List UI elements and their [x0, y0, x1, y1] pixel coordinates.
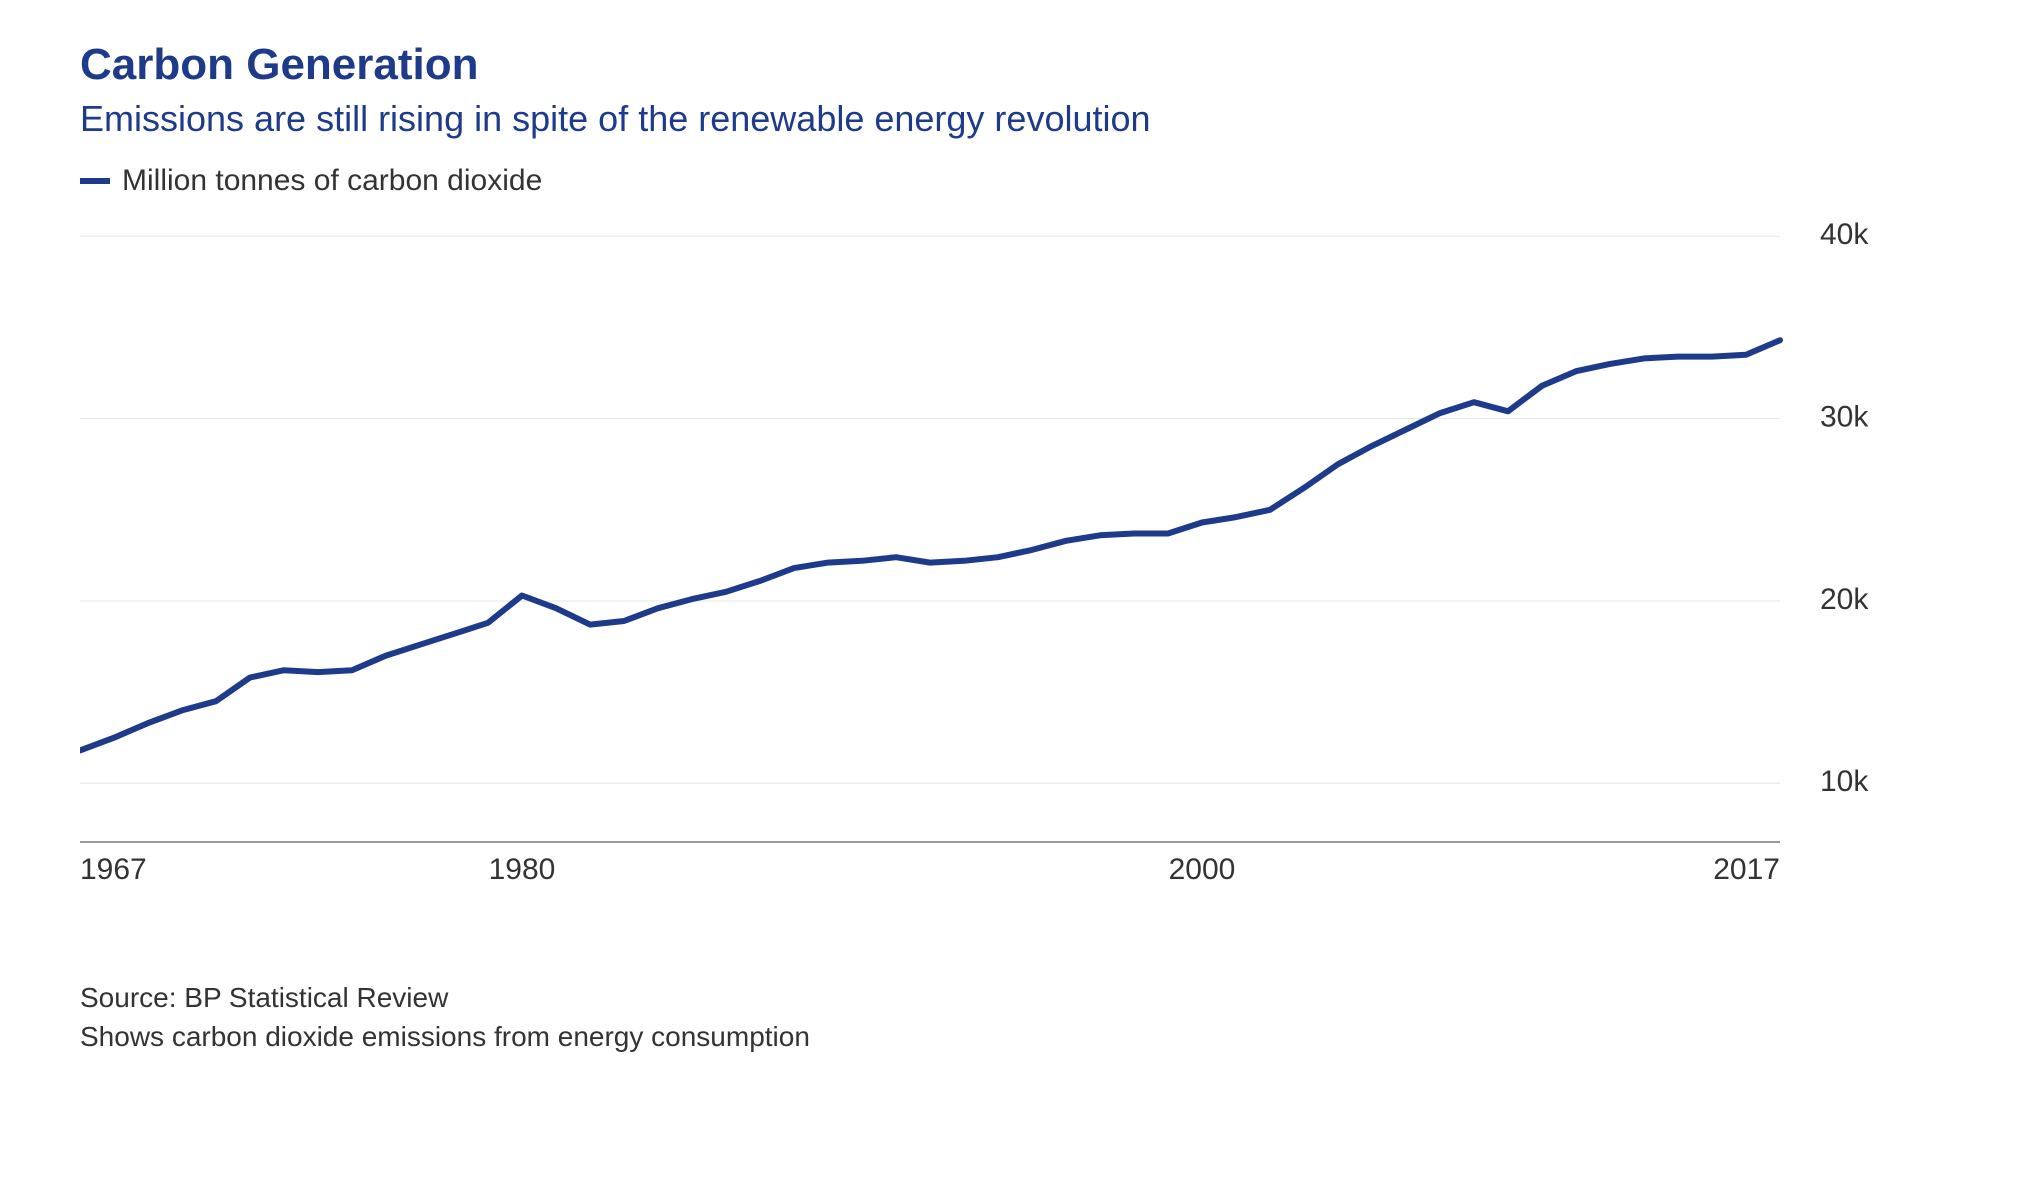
chart-subtitle: Emissions are still rising in spite of t…: [80, 98, 1954, 140]
y-tick-label: 30k: [1820, 401, 1869, 434]
y-tick-label: 10k: [1820, 765, 1869, 798]
legend-label: Million tonnes of carbon dioxide: [122, 164, 542, 198]
chart-title: Carbon Generation: [80, 40, 1954, 90]
x-tick-label: 2017: [1713, 853, 1780, 886]
source-line-1: Source: BP Statistical Review: [80, 978, 1954, 1017]
y-tick-label: 40k: [1820, 218, 1869, 251]
x-tick-label: 1980: [489, 853, 556, 886]
source-line-2: Shows carbon dioxide emissions from ener…: [80, 1017, 1954, 1056]
line-chart-svg: 10k 20k 30k 40k 1967 1980 2000 2017: [80, 218, 1920, 898]
plot-area: 10k 20k 30k 40k 1967 1980 2000 2017: [80, 218, 1954, 918]
legend-line-icon: [80, 178, 110, 184]
x-tick-label: 1967: [80, 853, 147, 886]
data-line: [80, 340, 1780, 750]
y-tick-label: 20k: [1820, 583, 1869, 616]
chart-container: Carbon Generation Emissions are still ri…: [80, 40, 1954, 1164]
chart-legend: Million tonnes of carbon dioxide: [80, 164, 1954, 198]
x-tick-label: 2000: [1169, 853, 1236, 886]
chart-footer: Source: BP Statistical Review Shows carb…: [80, 978, 1954, 1056]
